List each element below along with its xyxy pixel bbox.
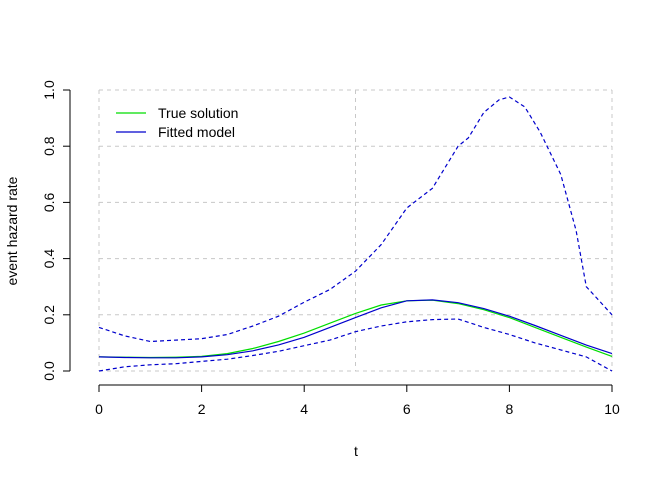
x-axis-label: t (354, 443, 358, 459)
y-ticks: 0.0 0.2 0.4 0.6 0.8 1.0 (41, 80, 70, 381)
y-tick-label: 0.2 (41, 305, 57, 325)
legend-label-true-solution: True solution (158, 105, 238, 121)
series-line-fitted-model (98, 299, 613, 359)
series-line-upper-band (98, 96, 613, 343)
y-axis-label: event hazard rate (4, 176, 20, 285)
legend: True solution Fitted model (116, 105, 238, 140)
x-ticks: 0 2 4 6 8 10 (95, 385, 620, 417)
x-tick-label: 8 (506, 401, 514, 417)
y-tick-label: 1.0 (41, 80, 57, 100)
y-tick-label: 0.6 (41, 192, 57, 212)
x-tick-label: 0 (95, 401, 103, 417)
legend-label-fitted-model: Fitted model (158, 124, 235, 140)
grid (98, 89, 613, 372)
x-tick-label: 4 (300, 401, 308, 417)
y-tick-label: 0.4 (41, 249, 57, 269)
series-line-lower-band (98, 318, 613, 372)
series-layer (98, 96, 613, 372)
y-tick-label: 0.8 (41, 136, 57, 156)
x-tick-label: 6 (403, 401, 411, 417)
x-tick-label: 10 (604, 401, 620, 417)
y-tick-label: 0.0 (41, 361, 57, 381)
x-tick-label: 2 (198, 401, 206, 417)
